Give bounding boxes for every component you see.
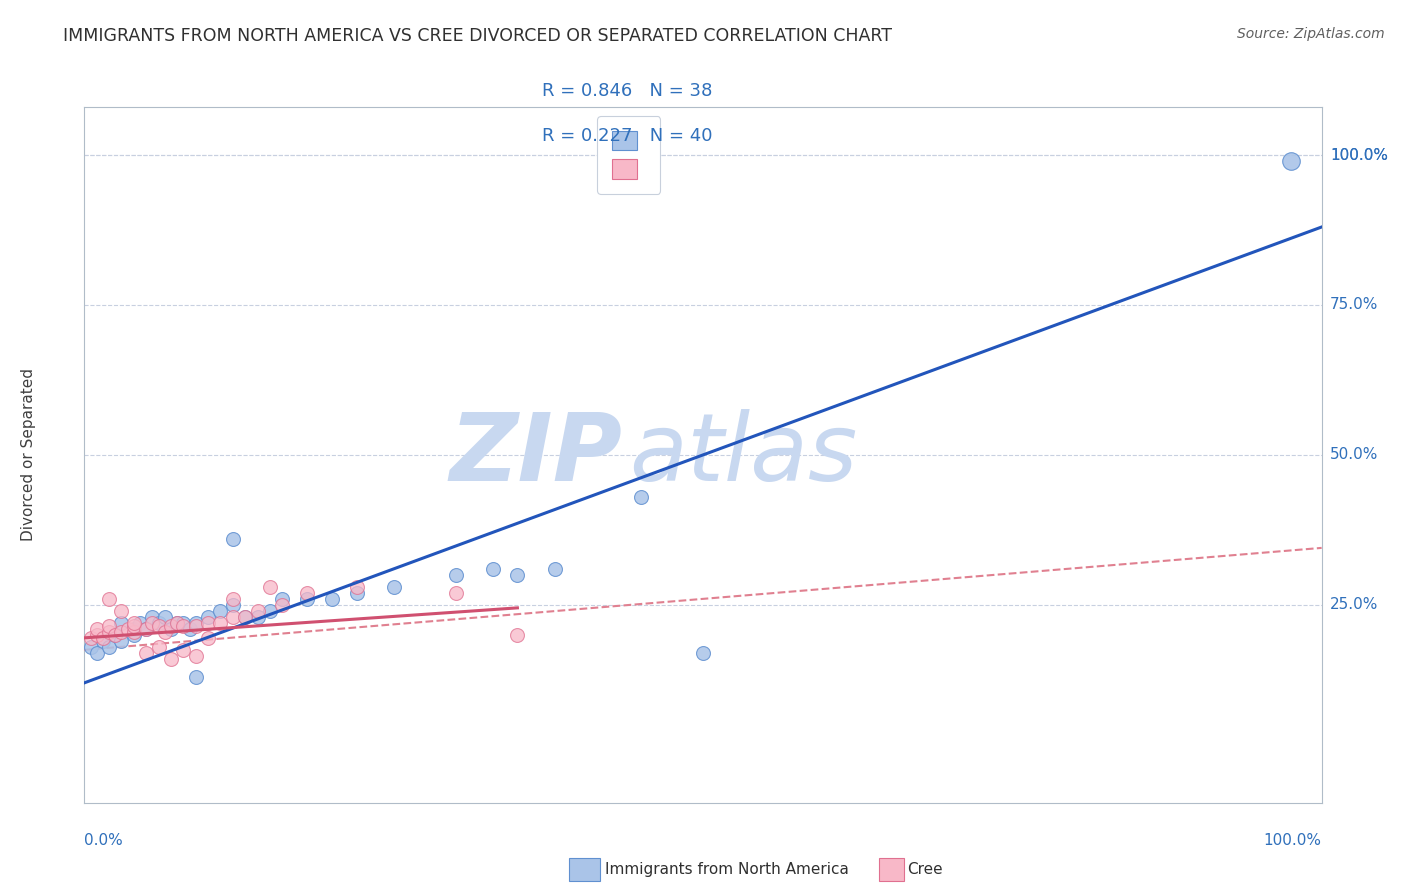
Point (233, 610, 256, 624)
Point (222, 591, 245, 606)
Point (246, 604, 269, 618)
Text: Immigrants from North America: Immigrants from North America (605, 863, 848, 877)
Point (104, 628, 127, 642)
Point (110, 604, 132, 618)
Point (98, 624, 121, 639)
Point (86, 646, 108, 660)
Text: 50.0%: 50.0% (1330, 448, 1378, 462)
Point (1279, 154, 1302, 169)
Point (91, 631, 114, 645)
Point (104, 628, 127, 642)
Point (166, 615, 188, 630)
Point (110, 624, 132, 639)
Text: 100.0%: 100.0% (1264, 833, 1322, 848)
Point (222, 610, 245, 624)
Point (148, 615, 170, 630)
Point (86, 622, 108, 636)
Point (122, 622, 145, 636)
Point (444, 586, 467, 600)
Point (135, 622, 157, 636)
Point (184, 670, 207, 684)
Point (135, 622, 157, 636)
Point (148, 619, 170, 633)
Point (184, 619, 207, 633)
Point (141, 610, 163, 624)
Point (481, 562, 503, 576)
Point (444, 567, 467, 582)
Point (153, 610, 176, 624)
Text: 100.0%: 100.0% (1330, 147, 1388, 162)
Text: Cree: Cree (907, 863, 942, 877)
Point (172, 615, 194, 630)
Point (129, 615, 152, 630)
Point (197, 615, 219, 630)
Point (172, 619, 194, 633)
Point (122, 619, 145, 633)
Point (122, 615, 145, 630)
Point (141, 615, 163, 630)
Point (259, 604, 281, 618)
Point (506, 567, 529, 582)
Point (166, 615, 188, 630)
Point (271, 591, 294, 606)
Point (295, 591, 318, 606)
Point (86, 628, 108, 642)
Point (197, 631, 219, 645)
Point (79, 631, 101, 645)
Text: R = 0.227   N = 40: R = 0.227 N = 40 (543, 128, 713, 145)
Point (98, 640, 121, 654)
Point (222, 532, 245, 546)
Text: 25.0%: 25.0% (1330, 598, 1378, 613)
Point (135, 646, 157, 660)
Point (184, 615, 207, 630)
Point (259, 580, 281, 594)
Point (184, 648, 207, 663)
Text: Divorced or Separated: Divorced or Separated (21, 368, 37, 541)
Point (209, 604, 232, 618)
Point (98, 619, 121, 633)
Text: 0.0%: 0.0% (84, 833, 124, 848)
Point (110, 633, 132, 648)
Point (122, 628, 145, 642)
Point (382, 580, 405, 594)
Text: Source: ZipAtlas.com: Source: ZipAtlas.com (1237, 27, 1385, 41)
Point (179, 622, 201, 636)
Point (222, 598, 245, 612)
Text: 75.0%: 75.0% (1330, 297, 1378, 312)
Point (692, 646, 714, 660)
Point (91, 633, 114, 648)
Text: R = 0.846   N = 38: R = 0.846 N = 38 (543, 82, 713, 100)
Legend: , : , (598, 116, 661, 194)
Point (79, 640, 101, 654)
Point (321, 591, 343, 606)
Point (160, 622, 183, 636)
Point (148, 640, 170, 654)
Point (160, 619, 183, 633)
Text: IMMIGRANTS FROM NORTH AMERICA VS CREE DIVORCED OR SEPARATED CORRELATION CHART: IMMIGRANTS FROM NORTH AMERICA VS CREE DI… (63, 27, 893, 45)
Point (246, 610, 269, 624)
Point (346, 580, 368, 594)
Text: ZIP: ZIP (450, 409, 623, 501)
Point (295, 586, 318, 600)
Text: 100.0%: 100.0% (1330, 147, 1388, 162)
Point (110, 615, 132, 630)
Point (98, 591, 121, 606)
Point (346, 586, 368, 600)
Point (117, 622, 139, 636)
Point (197, 610, 219, 624)
Point (122, 624, 145, 639)
Point (271, 598, 294, 612)
Text: atlas: atlas (628, 409, 858, 500)
Point (233, 610, 256, 624)
Point (160, 652, 183, 666)
Point (153, 624, 176, 639)
Point (209, 615, 232, 630)
Point (506, 628, 529, 642)
Point (543, 562, 565, 576)
Point (630, 490, 652, 504)
Point (172, 643, 194, 657)
